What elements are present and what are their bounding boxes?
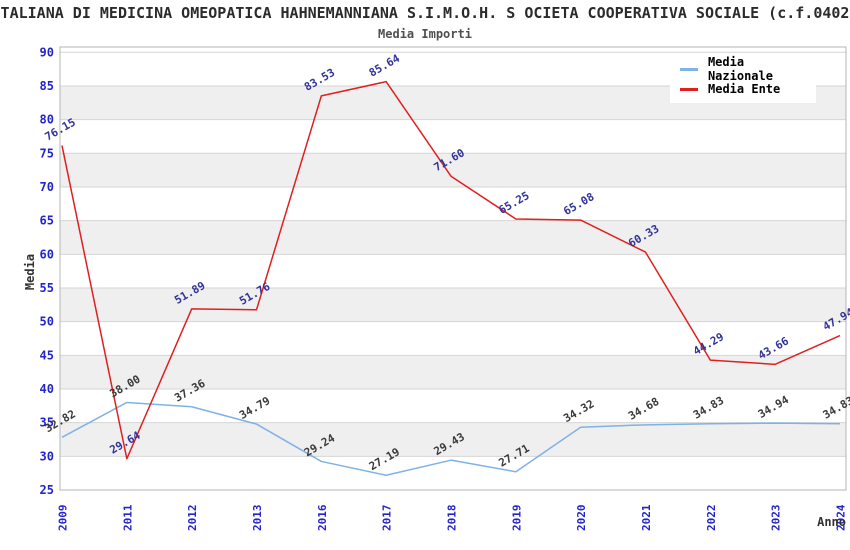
- legend: Media Nazionale Media Ente: [670, 55, 816, 103]
- x-tick-label: 2011: [121, 504, 134, 531]
- x-axis-title: Anno: [817, 515, 846, 529]
- x-tick-label: 2013: [251, 505, 264, 532]
- legend-item-ente: Media Ente: [680, 79, 816, 99]
- x-tick-label: 2023: [770, 505, 783, 532]
- x-tick-label: 2022: [705, 505, 718, 532]
- data-label: 34.94: [756, 393, 792, 421]
- legend-label-ente: Media Ente: [708, 82, 781, 96]
- plot-band: [60, 422, 846, 457]
- data-label: 34.83: [691, 394, 726, 422]
- x-tick-label: 2021: [640, 504, 653, 531]
- plot-band: [60, 220, 846, 255]
- data-label: 85.64: [367, 52, 403, 80]
- x-tick-label: 2017: [381, 505, 394, 532]
- y-tick-label: 75: [40, 146, 54, 160]
- data-label: 34.79: [237, 394, 272, 422]
- plot-band: [60, 287, 846, 322]
- y-tick-label: 40: [40, 382, 54, 396]
- plot-band: [60, 153, 846, 187]
- x-tick-label: 2016: [316, 504, 329, 531]
- legend-swatch-nazionale-icon: [680, 67, 698, 71]
- y-tick-label: 70: [40, 180, 54, 194]
- x-tick-label: 2009: [57, 505, 70, 532]
- y-tick-label: 85: [40, 79, 54, 93]
- y-tick-label: 45: [40, 348, 54, 362]
- y-tick-label: 35: [40, 416, 54, 430]
- data-label: 34.68: [626, 395, 661, 423]
- data-label: 44.29: [691, 330, 726, 358]
- series-line-media-nazionale: [61, 401, 841, 477]
- x-tick-label: 2019: [510, 505, 523, 532]
- legend-label-nazionale: Media Nazionale: [707, 55, 773, 83]
- data-label: 65.08: [561, 190, 596, 218]
- y-tick-label: 55: [40, 281, 54, 295]
- x-tick-label: 2020: [575, 505, 588, 532]
- y-tick-label: 30: [40, 449, 54, 463]
- y-tick-label: 25: [40, 483, 54, 497]
- plot-band: [60, 355, 846, 389]
- y-axis-title: Media: [23, 253, 37, 291]
- y-tick-label: 60: [40, 247, 54, 261]
- y-tick-label: 80: [40, 113, 54, 127]
- data-label: 65.25: [496, 189, 531, 217]
- x-tick-label: 2012: [186, 505, 199, 532]
- x-tick-label: 2018: [446, 505, 459, 532]
- chart-title: ITALIANA DI MEDICINA OMEOPATICA HAHNEMAN…: [0, 4, 850, 22]
- legend-item-nazionale: Media Nazionale: [680, 55, 816, 83]
- data-label: 34.32: [561, 397, 596, 425]
- y-tick-label: 65: [40, 214, 54, 228]
- plot-border: [59, 46, 847, 491]
- legend-swatch-ente-icon: [680, 87, 698, 91]
- series-line-media-ente: [61, 80, 841, 460]
- x-tick-label: 2024: [835, 504, 848, 531]
- y-tick-label: 90: [40, 45, 54, 59]
- y-tick-label: 50: [40, 315, 54, 329]
- chart-subtitle: Media Importi: [378, 27, 472, 41]
